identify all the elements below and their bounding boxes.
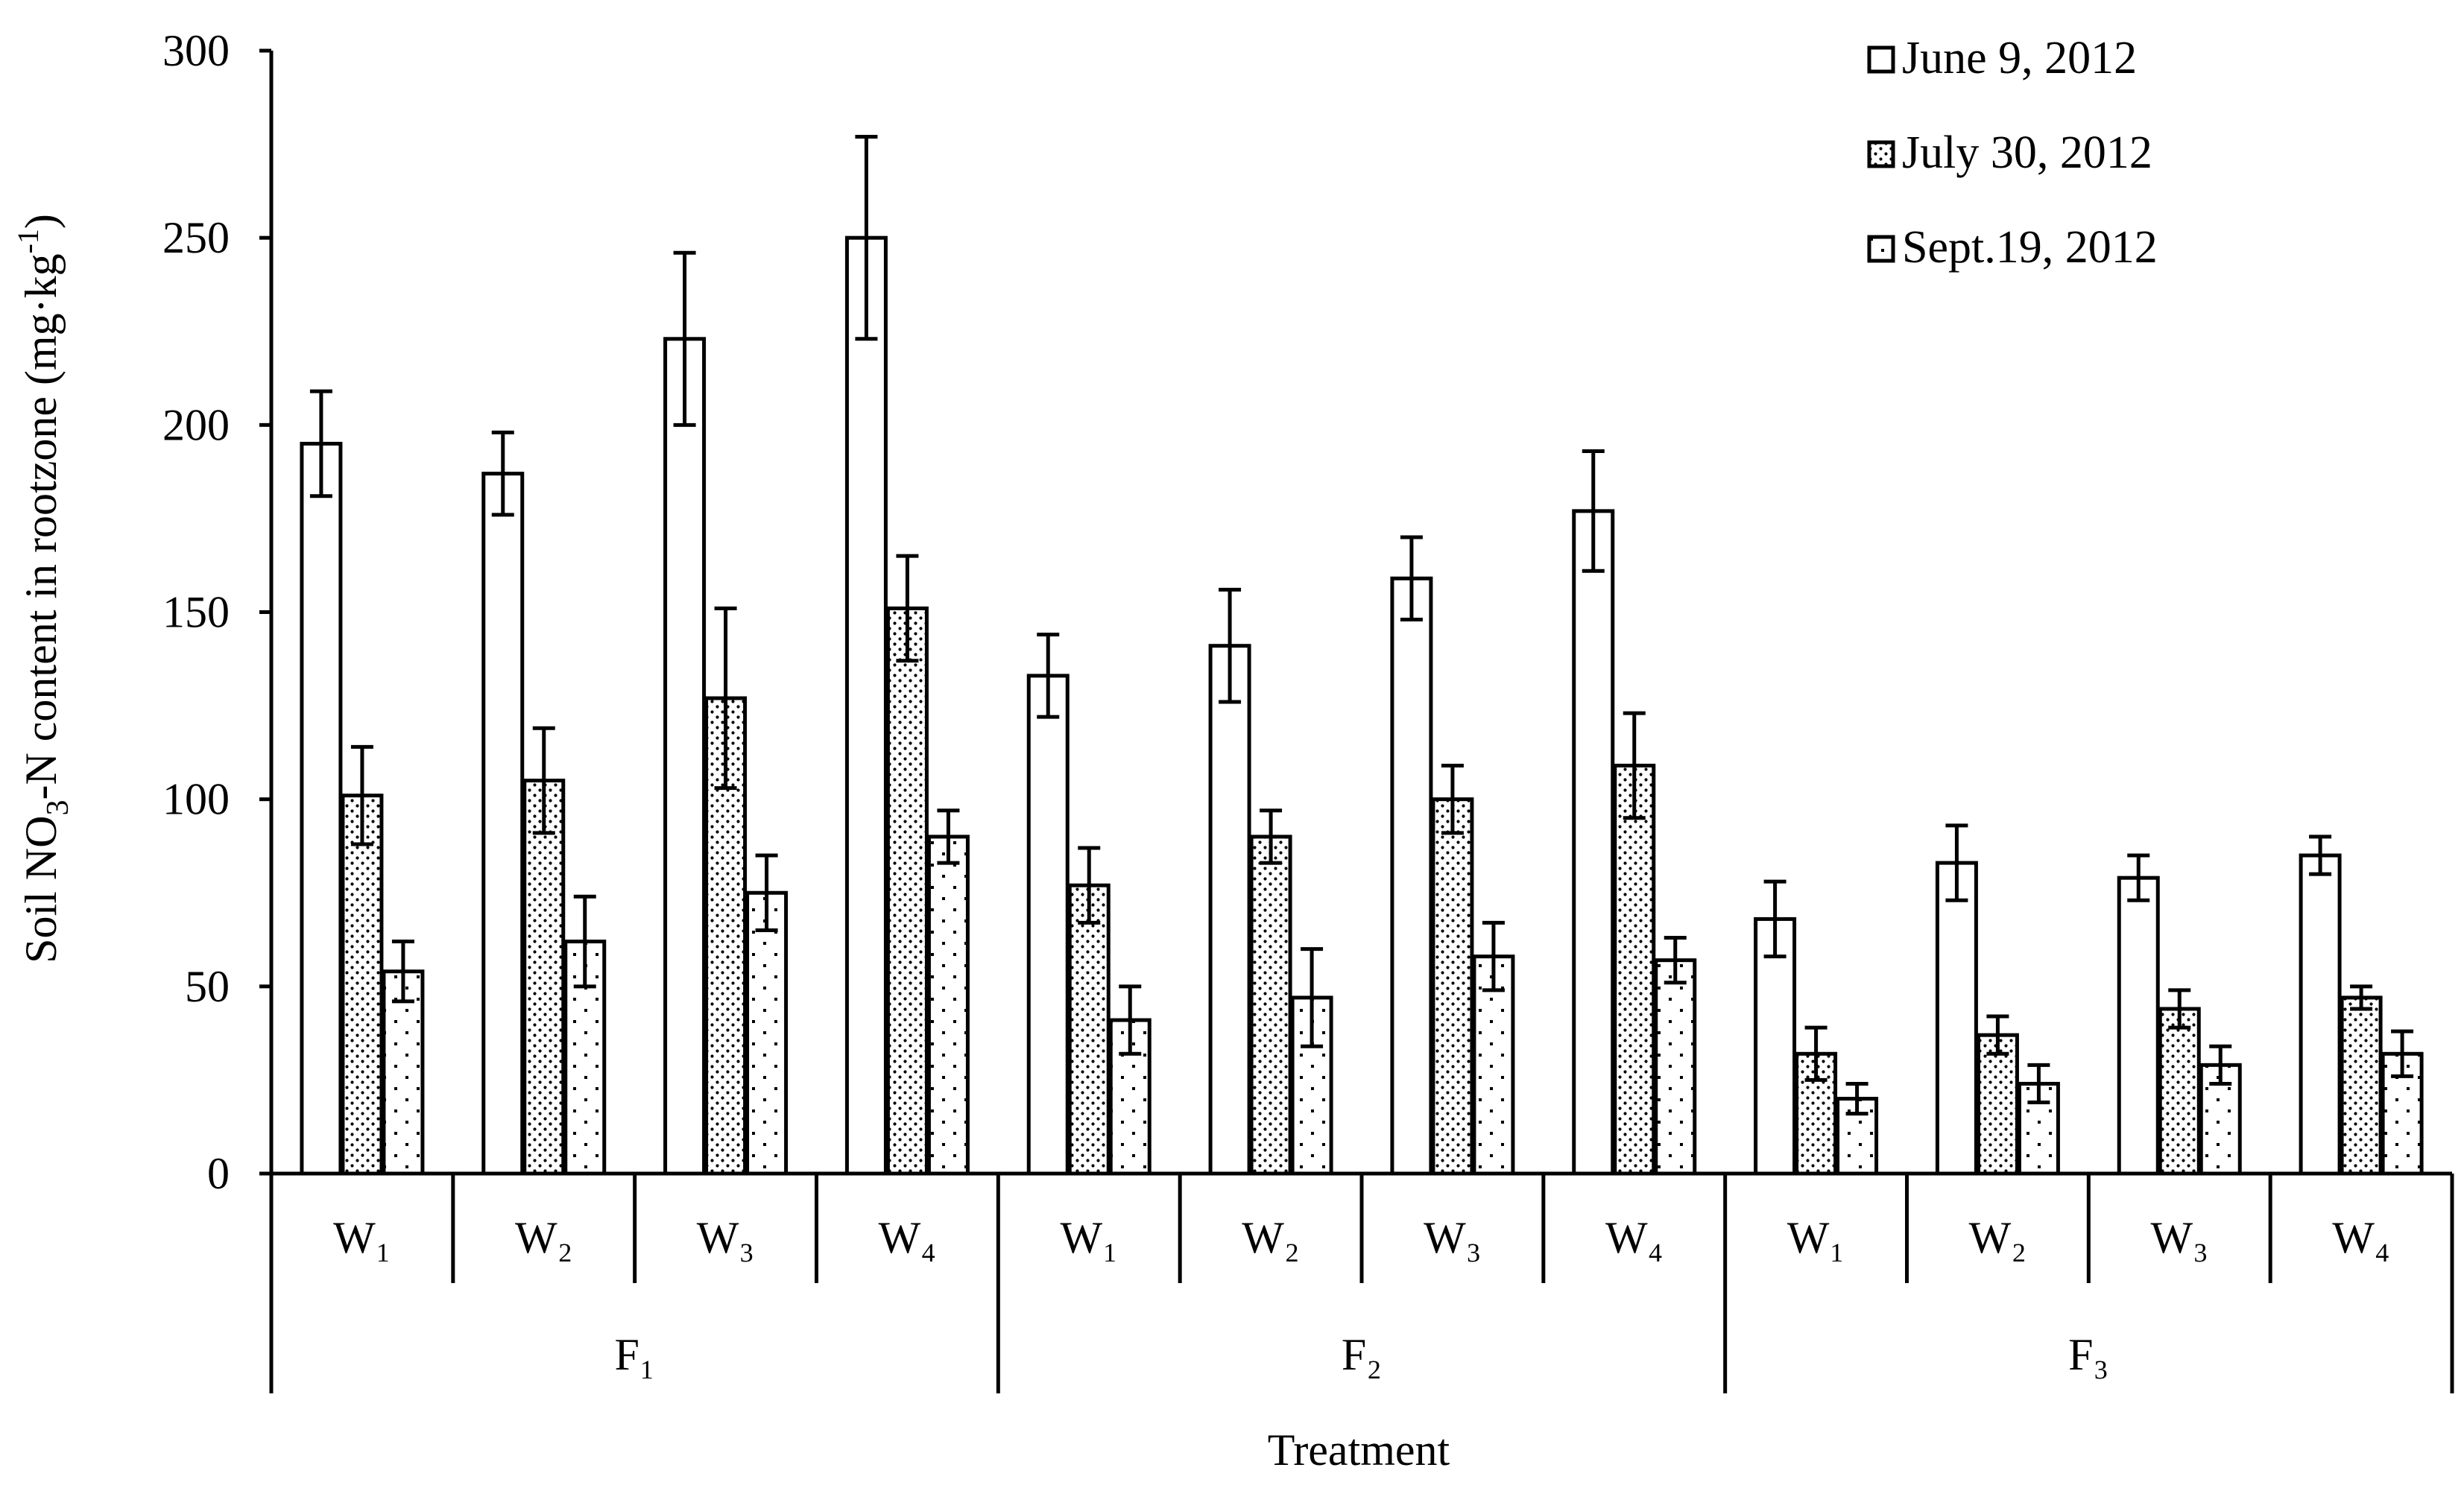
error-bar-3-3: [755, 853, 778, 932]
x-category-label: W₁: [1060, 1213, 1118, 1262]
y-tick-label: 0: [207, 1149, 230, 1198]
error-bar-1-11: [2127, 853, 2150, 902]
error-bar-2-11: [2168, 988, 2191, 1030]
error-bar-3-7: [1482, 920, 1505, 992]
bar-2-6: [1249, 835, 1292, 1176]
y-tick-label: 250: [162, 213, 230, 262]
error-bar-2-9: [1804, 1025, 1828, 1082]
error-bar-1-3: [673, 250, 696, 427]
error-bar-1-5: [1037, 633, 1060, 719]
x-axis-title: Treatment: [1268, 1425, 1450, 1475]
legend-swatch: [1867, 45, 1895, 74]
error-bar-3-1: [391, 940, 414, 1004]
error-bar-2-4: [896, 554, 919, 663]
bar-1-7: [1390, 576, 1433, 1176]
error-bar-1-12: [2309, 835, 2332, 876]
error-bar-3-6: [1301, 947, 1324, 1048]
bar-3-8: [1654, 958, 1697, 1176]
error-bar-2-12: [2350, 984, 2373, 1011]
bar-1-6: [1208, 644, 1251, 1176]
error-bar-1-8: [1582, 449, 1605, 573]
legend-swatch: [1867, 235, 1895, 263]
bar-3-7: [1472, 954, 1515, 1176]
bar-2-1: [341, 794, 384, 1176]
x-category-label: W₃: [697, 1213, 755, 1262]
bar-2-11: [2158, 1007, 2201, 1176]
x-category-label: W₁: [1787, 1213, 1845, 1262]
x-category-label: W₄: [1605, 1213, 1664, 1262]
legend-swatch: [1867, 140, 1895, 168]
x-category-label: W₁: [333, 1213, 391, 1262]
legend-item-3: Sept.19, 2012: [1867, 222, 2158, 273]
error-bar-2-2: [532, 726, 555, 835]
bar-2-10: [1976, 1033, 2019, 1176]
x-category-label: W₂: [515, 1213, 573, 1262]
bar-3-3: [745, 890, 789, 1176]
error-bar-2-6: [1260, 808, 1283, 865]
x-category-label: W₂: [1969, 1213, 2027, 1262]
legend: June 9, 2012 July 30, 2012 Sept.19, 2012: [1867, 33, 2158, 273]
bar-1-2: [481, 472, 525, 1176]
x-category-label: W₂: [1242, 1213, 1300, 1262]
error-bar-2-7: [1441, 763, 1464, 835]
y-axis-title: Soil NO3-N content in rootzone (mg·kg-1): [11, 214, 75, 963]
bar-1-3: [663, 337, 707, 1176]
legend-item-1: June 9, 2012: [1867, 33, 2137, 83]
bar-1-4: [844, 235, 888, 1176]
y-tick-label: 50: [185, 962, 230, 1011]
legend-item-2: July 30, 2012: [1867, 127, 2152, 178]
error-bar-1-6: [1219, 587, 1242, 704]
error-bar-3-2: [573, 894, 596, 989]
error-bar-2-8: [1623, 711, 1646, 820]
error-bar-2-10: [1986, 1014, 2009, 1056]
bar-1-10: [1935, 861, 1978, 1176]
bar-1-8: [1572, 509, 1615, 1176]
error-bar-1-1: [309, 389, 332, 498]
bar-2-2: [522, 779, 566, 1176]
legend-label: July 30, 2012: [1902, 127, 2152, 178]
x-category-label: W₄: [879, 1213, 937, 1262]
x-group-label: F₁: [615, 1330, 655, 1379]
legend-label: Sept.19, 2012: [1902, 222, 2158, 273]
legend-label: June 9, 2012: [1902, 33, 2137, 83]
axes-layer: 0 50 100 150 200 250 300 W₁ W₂ W₃ W₄ W₁ W₂ W₃ W₄ W₁ W₂ W₃…: [162, 26, 2454, 1393]
x-group-label: F₂: [1342, 1330, 1382, 1379]
error-bar-2-5: [1078, 846, 1101, 925]
bar-2-12: [2340, 995, 2383, 1176]
error-bar-3-9: [1845, 1081, 1868, 1116]
y-tick-label: 300: [162, 26, 230, 75]
error-bar-2-1: [350, 744, 373, 846]
y-tick-label: 100: [162, 775, 230, 824]
bar-2-7: [1431, 797, 1474, 1176]
bar-2-8: [1613, 763, 1656, 1176]
bar-1-12: [2299, 853, 2342, 1176]
y-tick-label: 150: [162, 588, 230, 637]
bar-1-9: [1754, 916, 1797, 1176]
error-bar-1-4: [855, 135, 878, 341]
y-tick-label: 200: [162, 400, 230, 449]
x-group-label: F₃: [2068, 1330, 2108, 1379]
error-bar-3-4: [937, 808, 960, 865]
x-category-label: W₃: [1424, 1213, 1482, 1262]
error-bar-1-10: [1945, 823, 1968, 902]
error-bar-3-11: [2209, 1044, 2232, 1086]
error-bar-3-12: [2391, 1029, 2414, 1078]
error-bar-2-3: [714, 606, 737, 791]
error-bar-3-10: [2027, 1063, 2050, 1105]
x-category-label: W₃: [2150, 1213, 2208, 1262]
bars-layer: [300, 135, 2424, 1176]
error-bar-1-7: [1400, 535, 1423, 622]
bar-1-1: [300, 441, 343, 1176]
x-category-label: W₄: [2332, 1213, 2390, 1262]
error-bar-3-8: [1664, 936, 1687, 985]
bar-3-4: [926, 835, 970, 1176]
bar-1-11: [2117, 876, 2160, 1176]
bar-1-5: [1026, 674, 1070, 1176]
bar-2-5: [1067, 883, 1111, 1176]
error-bar-1-9: [1763, 879, 1787, 959]
error-bar-3-5: [1119, 984, 1142, 1056]
bar-2-4: [885, 606, 929, 1176]
error-bar-1-2: [491, 430, 514, 517]
